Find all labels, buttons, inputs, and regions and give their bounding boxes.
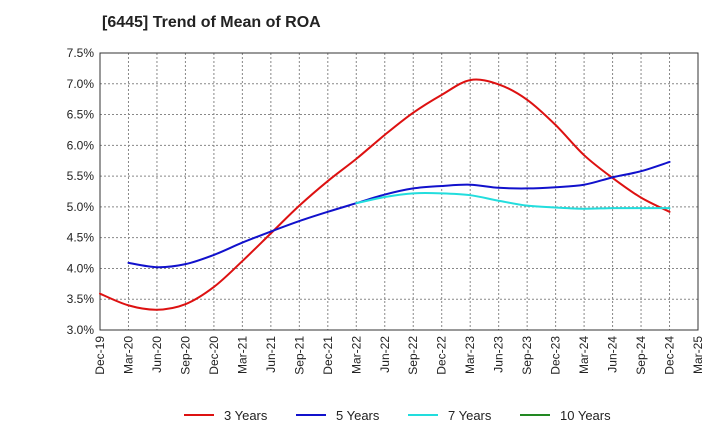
x-tick-label: Dec-23 (549, 336, 563, 375)
x-tick-label: Dec-20 (207, 336, 221, 375)
y-tick-label: 6.5% (67, 108, 95, 122)
legend-label: 3 Years (224, 408, 268, 423)
y-tick-label: 3.5% (67, 292, 95, 306)
x-tick-label: Sep-23 (520, 336, 534, 375)
series-line-3 (355, 191, 671, 210)
legend-label: 5 Years (336, 408, 380, 423)
plot-border (99, 52, 699, 331)
x-tick-label: Mar-24 (577, 336, 591, 374)
x-tick-label: Jun-20 (150, 336, 164, 373)
y-tick-label: 4.0% (67, 261, 95, 275)
y-tick-label: 7.5% (67, 46, 95, 60)
y-tick-label: 3.0% (67, 323, 95, 337)
y-tick-label: 7.0% (67, 77, 95, 91)
x-tick-label: Jun-21 (264, 336, 278, 373)
axes: 3.0% 3.5% 4.0% 4.5% 5.0% 5.5% 6.0% 6.5% 7.0% 7.5%… (67, 46, 705, 375)
series-lines (99, 78, 671, 311)
x-tick-label: Mar-21 (235, 336, 249, 374)
legend-label: 7 Years (448, 408, 492, 423)
legend: 3 Years 5 Years 7 Years 10 Years (184, 408, 611, 423)
y-tick-label: 4.5% (67, 231, 95, 245)
x-tick-label: Jun-23 (492, 336, 506, 373)
x-tick-label: Dec-21 (321, 336, 335, 375)
x-tick-label: Mar-25 (691, 336, 705, 374)
x-tick-label: Sep-20 (178, 336, 192, 375)
x-tick-label: Sep-21 (292, 336, 306, 375)
x-tick-label: Sep-22 (406, 336, 420, 375)
x-tick-label: Dec-24 (663, 336, 677, 375)
x-tick-label: Dec-22 (435, 336, 449, 375)
legend-label: 10 Years (560, 408, 611, 423)
chart-title: [6445] Trend of Mean of ROA (102, 14, 321, 31)
x-tick-label: Jun-22 (378, 336, 392, 373)
x-tick-label: Jun-24 (606, 336, 620, 373)
x-tick-label: Sep-24 (634, 336, 648, 375)
series-line-2 (127, 160, 671, 269)
y-tick-label: 6.0% (67, 138, 95, 152)
series-line-1 (99, 78, 671, 311)
x-tick-label: Mar-22 (349, 336, 363, 374)
x-tick-label: Dec-19 (93, 336, 107, 375)
y-tick-label: 5.0% (67, 200, 95, 214)
x-tick-label: Mar-20 (121, 336, 135, 374)
x-tick-label: Mar-23 (463, 336, 477, 374)
y-tick-label: 5.5% (67, 169, 95, 183)
